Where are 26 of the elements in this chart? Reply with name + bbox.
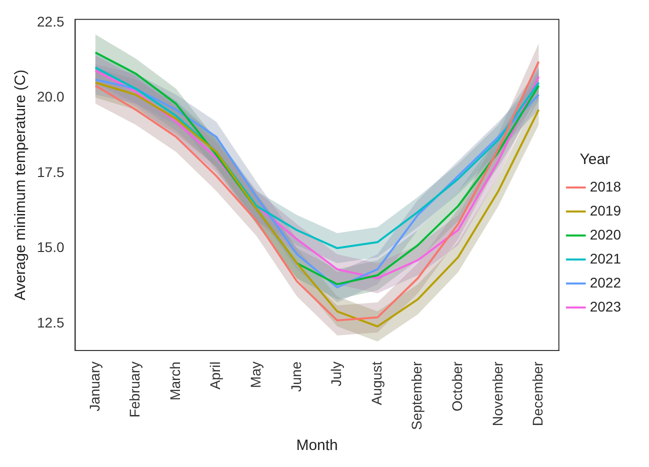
x-axis-title: Month — [296, 437, 338, 454]
legend-label: 2018 — [590, 178, 622, 194]
x-tick-label: June — [288, 361, 304, 392]
x-tick-label: July — [328, 362, 344, 386]
x-tick-label: September — [408, 361, 425, 430]
x-tick-label: January — [86, 362, 102, 412]
x-tick-label: October — [448, 361, 465, 412]
legend-label: 2022 — [590, 274, 622, 290]
legend-title: Year — [580, 151, 610, 168]
x-tick-label: April — [207, 362, 224, 390]
x-tick-label: February — [126, 362, 143, 418]
legend-label: 2023 — [590, 298, 622, 314]
legend-label: 2020 — [590, 226, 622, 242]
y-axis-title: Average minimum temperature (C) — [12, 70, 30, 300]
y-tick-label: 20.0 — [37, 88, 64, 105]
y-tick-label: 17.5 — [37, 164, 64, 180]
legend-label: 2019 — [590, 202, 622, 218]
y-tick-label: 12.5 — [37, 314, 64, 330]
x-tick-label: December — [530, 361, 546, 426]
x-tick-label: March — [166, 362, 183, 400]
x-tick-label: November — [489, 361, 506, 426]
y-tick-label: 22.5 — [37, 13, 64, 30]
x-tick-label: August — [368, 361, 384, 406]
y-tick-label: 15.0 — [37, 239, 64, 256]
legend-label: 2021 — [590, 250, 622, 266]
x-tick-label: May — [247, 362, 264, 388]
